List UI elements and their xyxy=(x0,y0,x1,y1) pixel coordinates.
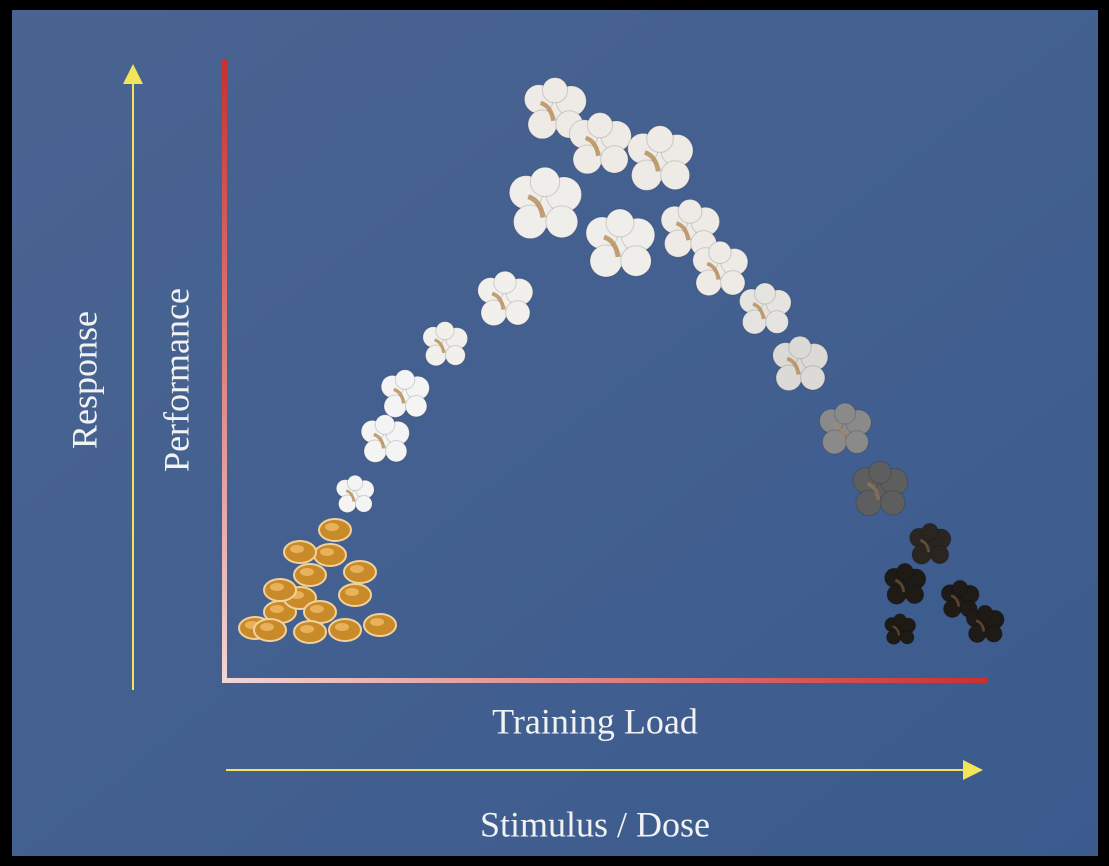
popcorn xyxy=(693,241,748,295)
popcorn xyxy=(740,283,792,334)
popcorn xyxy=(773,336,828,390)
kernel xyxy=(344,561,376,583)
popcorn xyxy=(966,605,1004,642)
popcorn xyxy=(885,614,916,645)
popcorn xyxy=(910,523,951,564)
kernel xyxy=(304,601,336,623)
popcorn xyxy=(853,461,908,515)
popcorn xyxy=(381,370,429,418)
kernel xyxy=(294,564,326,586)
kernel xyxy=(264,579,296,601)
kernel xyxy=(319,519,351,541)
popcorn xyxy=(569,113,631,174)
popcorn xyxy=(478,271,533,325)
kernel xyxy=(364,614,396,636)
kernel xyxy=(294,621,326,643)
popcorn xyxy=(628,126,693,191)
popcorn xyxy=(509,167,581,238)
popcorn xyxy=(586,209,655,277)
inner-x-label: Training Load xyxy=(492,701,698,741)
diagram: Response Performance Training Load Stimu… xyxy=(0,0,1109,866)
kernel xyxy=(339,584,371,606)
outer-x-label: Stimulus / Dose xyxy=(480,804,710,844)
popcorn xyxy=(885,563,926,604)
inner-y-label: Performance xyxy=(156,288,196,472)
popcorn xyxy=(336,475,374,512)
kernel xyxy=(329,619,361,641)
x-axis xyxy=(222,678,987,683)
popcorn xyxy=(361,415,409,463)
outer-y-label: Response xyxy=(64,311,104,449)
kernel xyxy=(254,619,286,641)
popcorn xyxy=(423,322,468,366)
y-axis xyxy=(222,60,227,683)
kernel xyxy=(314,544,346,566)
kernel xyxy=(284,541,316,563)
popcorn xyxy=(820,403,872,454)
